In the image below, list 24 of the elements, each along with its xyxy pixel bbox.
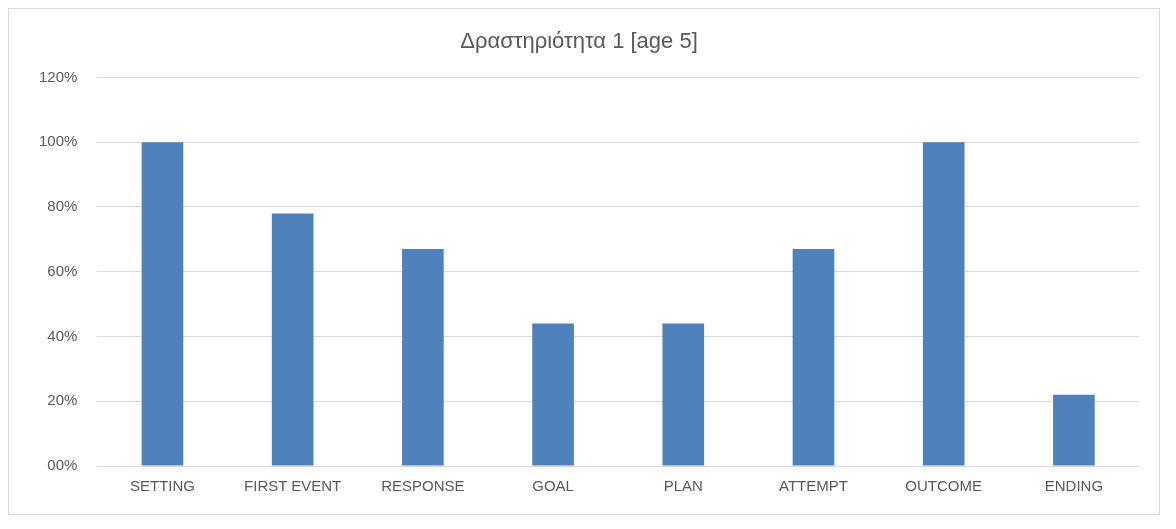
bar <box>662 323 705 466</box>
y-tick-label: 100% <box>38 132 78 150</box>
x-tick-label: PLAN <box>663 477 703 495</box>
x-tick-label: GOAL <box>532 477 574 495</box>
y-tick-label: 40% <box>47 326 78 344</box>
y-tick-label: 80% <box>47 197 78 215</box>
bar <box>792 249 835 466</box>
x-tick-label: ENDING <box>1044 477 1104 495</box>
x-tick-label: RESPONSE <box>381 477 465 495</box>
y-tick-label: 60% <box>47 261 78 279</box>
bar <box>271 213 314 466</box>
chart-title: Δραστηριότητα 1 [age 5] <box>460 28 698 54</box>
bar <box>532 323 574 466</box>
x-tick-label: SETTING <box>129 477 195 495</box>
y-tick-label: 20% <box>47 391 78 409</box>
bar <box>922 142 965 466</box>
x-tick-label: ATTEMPT <box>779 477 848 495</box>
bar <box>141 142 184 466</box>
y-tick-label: 120% <box>38 67 78 85</box>
y-tick-label: 00% <box>47 456 78 474</box>
x-tick-label: FIRST EVENT <box>244 477 342 495</box>
bar <box>1053 394 1095 466</box>
bar <box>402 249 444 466</box>
x-tick-label: OUTCOME <box>905 477 983 495</box>
